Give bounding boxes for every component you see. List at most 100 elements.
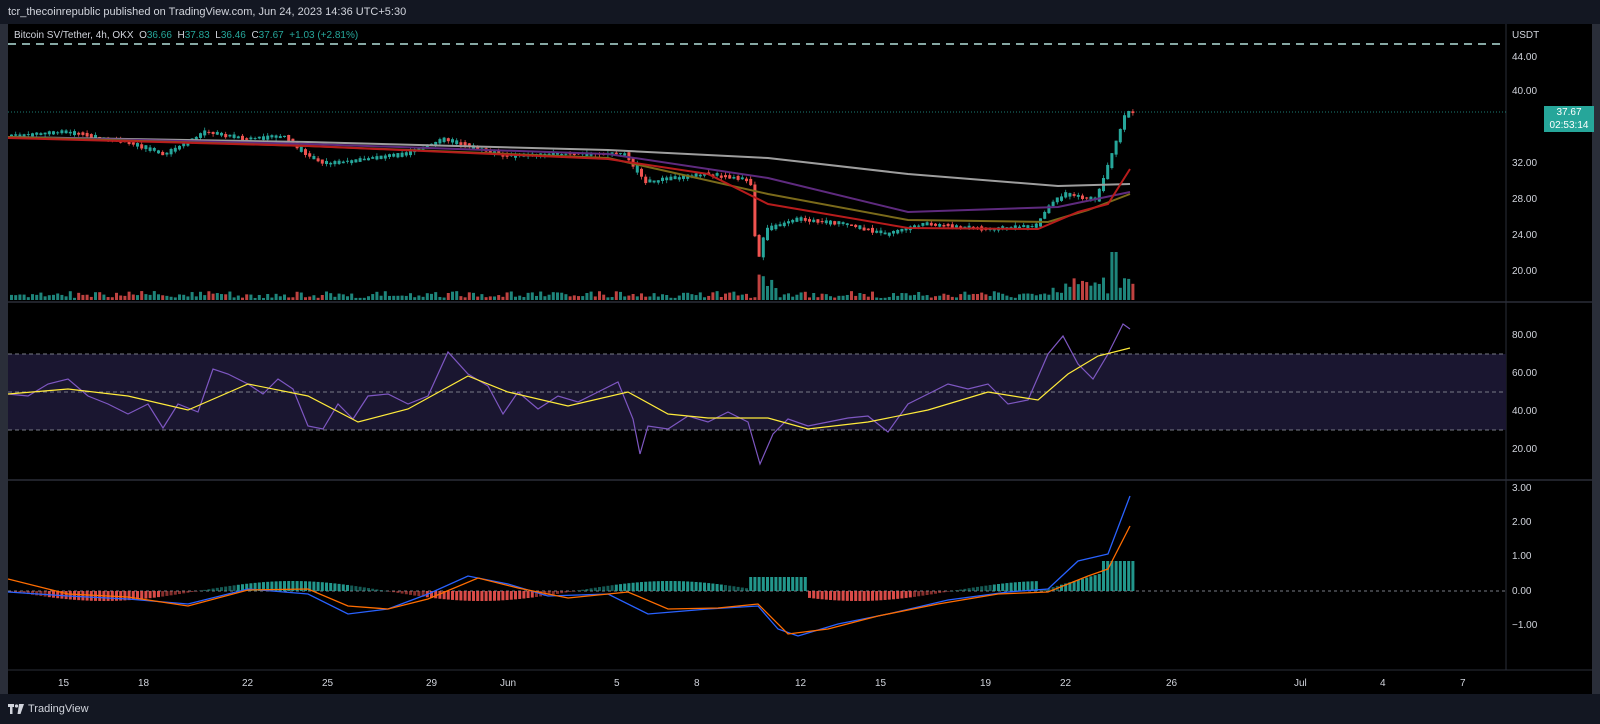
volume-bars xyxy=(10,252,1135,300)
volume-bar xyxy=(1102,277,1105,300)
macd-histogram-bar xyxy=(144,591,148,599)
macd-histogram-bar xyxy=(745,588,748,591)
volume-bar xyxy=(392,295,396,300)
candle-body xyxy=(1072,194,1076,196)
candle-body xyxy=(312,155,316,160)
candle-body xyxy=(719,175,723,178)
macd-histogram-bar xyxy=(211,588,215,591)
volume-bar xyxy=(850,291,853,300)
volume-bar xyxy=(610,297,614,300)
volume-bar xyxy=(749,297,753,300)
brand-name: TradingView xyxy=(28,703,89,715)
macd-histogram-bar xyxy=(472,591,475,601)
rsi-axis[interactable]: 80.00 60.00 40.00 20.00 xyxy=(1512,330,1537,455)
macd-histogram-bar xyxy=(350,585,354,591)
macd-histogram-bar xyxy=(274,581,278,591)
volume-bar xyxy=(530,292,534,300)
volume-bar xyxy=(871,291,874,300)
candle-body xyxy=(1097,188,1101,202)
macd-histogram-bar xyxy=(316,581,320,591)
time-tick: 5 xyxy=(614,678,620,689)
candle-body xyxy=(266,135,270,140)
price-axis[interactable]: 44.00 40.00 32.00 28.00 24.00 20.00 USDT xyxy=(1512,30,1539,277)
candle-body xyxy=(1043,211,1047,219)
volume-bar xyxy=(761,276,765,300)
symbol-legend[interactable]: Bitcoin SV/Tether, 4h, OKX O36.66 H37.83… xyxy=(14,30,358,41)
candle-body xyxy=(169,148,173,155)
volume-bar xyxy=(1106,293,1110,300)
volume-bar xyxy=(627,295,631,300)
candle-body xyxy=(1081,195,1084,199)
macd-histogram-bar xyxy=(178,591,181,595)
candle-body xyxy=(514,154,517,158)
volume-bar xyxy=(896,295,900,300)
tradingview-logo[interactable]: TradingView xyxy=(8,703,89,715)
macd-histogram-bar xyxy=(904,591,908,598)
macd-histogram-bar xyxy=(761,577,765,591)
time-tick: 26 xyxy=(1166,678,1178,689)
candle-body xyxy=(770,225,774,231)
macd-histogram-bar xyxy=(39,591,43,596)
volume-bar xyxy=(1118,287,1122,300)
time-tick: 7 xyxy=(1460,678,1466,689)
macd-histogram-bar xyxy=(1127,561,1131,591)
volume-bar xyxy=(484,297,488,300)
volume-bar xyxy=(656,296,660,300)
volume-bar xyxy=(963,291,967,300)
volume-bar xyxy=(707,295,711,300)
volume-bar xyxy=(497,295,501,300)
volume-bar xyxy=(799,292,803,300)
volume-bar xyxy=(547,294,551,300)
macd-histogram-bar xyxy=(610,585,614,591)
candle-body xyxy=(841,222,845,225)
candle-body xyxy=(236,136,240,139)
macd-histogram-bar xyxy=(253,582,257,591)
volume-bar xyxy=(929,297,933,300)
volume-bar xyxy=(959,294,963,300)
macd-histogram-bar xyxy=(249,583,253,591)
candle-body xyxy=(262,136,265,140)
macd-histogram-bar xyxy=(866,591,870,601)
macd-histogram-bar xyxy=(703,582,706,591)
macd-histogram-bar xyxy=(161,591,165,597)
candle-body xyxy=(585,153,589,156)
candle-body xyxy=(858,225,862,229)
macd-histogram-bar xyxy=(123,591,127,601)
candle-body xyxy=(131,142,135,145)
chart-area[interactable]: 44.00 40.00 32.00 28.00 24.00 20.00 USDT… xyxy=(7,24,1594,694)
macd-histogram-bar xyxy=(833,591,837,601)
candle-body xyxy=(228,134,232,137)
macd-histogram-bar xyxy=(56,591,60,599)
macd-histogram-bar xyxy=(623,583,627,591)
candle-body xyxy=(144,145,148,150)
macd-histogram-bar xyxy=(1051,587,1055,591)
macd-histogram-bar xyxy=(1131,561,1135,591)
volume-bar xyxy=(316,297,320,300)
macd-histogram-bar xyxy=(451,591,454,600)
chart-canvas[interactable]: 44.00 40.00 32.00 28.00 24.00 20.00 USDT… xyxy=(7,24,1592,694)
macd-histogram-bar xyxy=(1022,581,1026,591)
volume-bar xyxy=(694,295,698,300)
time-tick: 29 xyxy=(426,678,438,689)
volume-bar xyxy=(493,296,496,300)
candle-body xyxy=(60,130,64,134)
volume-bar xyxy=(703,297,706,300)
volume-bar xyxy=(480,294,484,300)
macd-axis[interactable]: 3.00 2.00 1.00 0.00 −1.00 xyxy=(1512,483,1538,631)
volume-bar xyxy=(509,291,513,300)
candle-body xyxy=(698,174,702,177)
macd-histogram-bar xyxy=(719,584,723,591)
volume-bar xyxy=(220,294,223,300)
macd-histogram-bar xyxy=(73,591,76,600)
macd-histogram-bar xyxy=(577,590,580,591)
macd-histogram-bar xyxy=(656,581,660,591)
time-axis[interactable]: 15 18 22 25 29 Jun 5 8 12 15 19 22 26 Ju… xyxy=(58,678,1466,689)
volume-bar xyxy=(463,297,467,300)
candle-body xyxy=(157,150,160,154)
volume-bar xyxy=(1072,278,1076,300)
volume-bar xyxy=(106,297,110,300)
candle-body xyxy=(173,147,177,152)
candle-body xyxy=(404,152,408,156)
candle-body xyxy=(782,222,786,227)
candle-body xyxy=(316,158,320,162)
